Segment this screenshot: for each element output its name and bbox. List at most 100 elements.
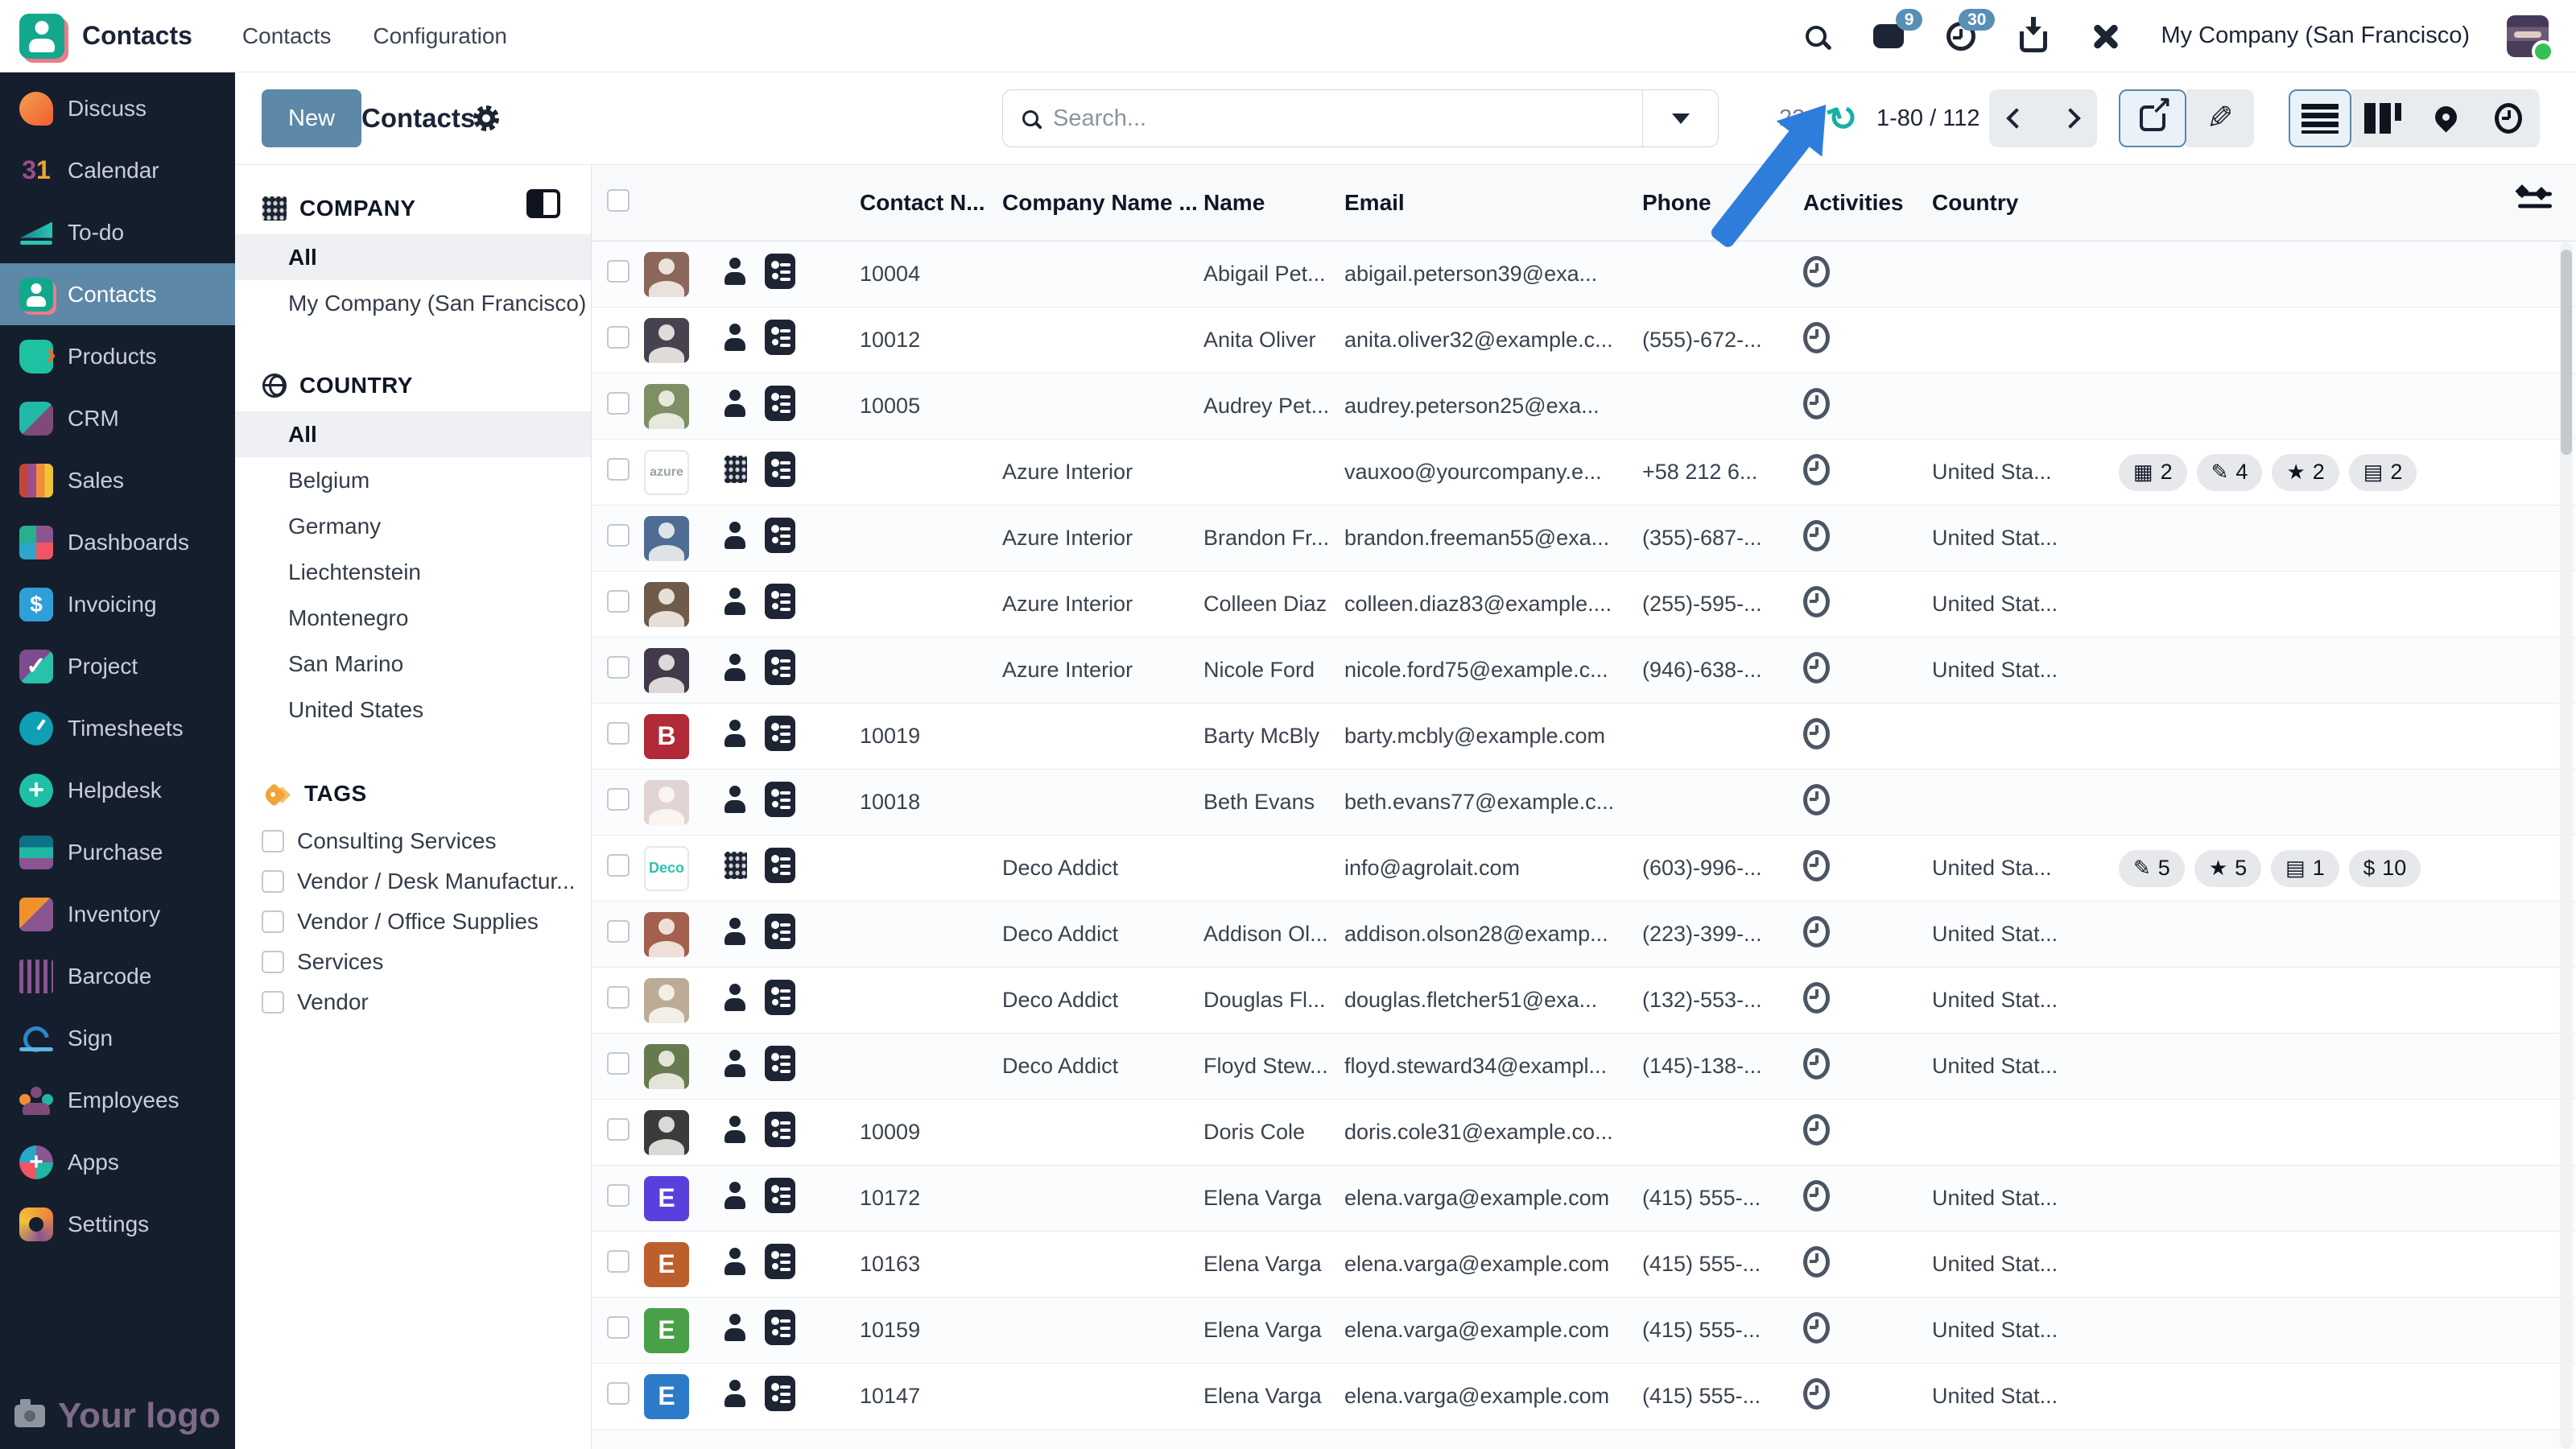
schedule-activity-icon[interactable]: [1803, 1113, 1830, 1146]
activity-view-button[interactable]: [2477, 89, 2540, 147]
schedule-activity-icon[interactable]: [1803, 321, 1830, 353]
sidebar-item-sales[interactable]: Sales: [0, 449, 235, 511]
schedule-activity-icon[interactable]: [1803, 1311, 1830, 1344]
schedule-activity-icon[interactable]: [1803, 1245, 1830, 1278]
menu-configuration[interactable]: Configuration: [373, 23, 507, 48]
search-options-toggle[interactable]: [1642, 90, 1718, 147]
sidebar-item-purchase[interactable]: Purchase: [0, 821, 235, 883]
table-row[interactable]: B 10019 Barty McBly barty.mcbly@example.…: [592, 704, 2576, 770]
install-app-button[interactable]: [2016, 19, 2051, 54]
schedule-activity-icon[interactable]: [1803, 915, 1830, 947]
table-row[interactable]: 10004 Abigail Pet... abigail.peterson39@…: [592, 242, 2576, 308]
filter-country-all[interactable]: All: [235, 411, 591, 457]
map-view-button[interactable]: [2414, 89, 2477, 147]
sidebar-item-apps[interactable]: Apps: [0, 1131, 235, 1193]
row-checkbox[interactable]: [607, 1382, 630, 1405]
filter-country-united-states[interactable]: United States: [288, 696, 424, 722]
tag-filter-vendor-desk-manufacturing[interactable]: Vendor / Desk Manufactur...: [235, 861, 591, 902]
sidebar-item-invoicing[interactable]: Invoicing: [0, 573, 235, 635]
select-all-checkbox[interactable]: [607, 188, 630, 212]
sidebar-item-project[interactable]: Project: [0, 635, 235, 697]
sidebar-item-crm[interactable]: CRM: [0, 387, 235, 449]
user-avatar[interactable]: [2507, 14, 2554, 63]
sidebar-item-helpdesk[interactable]: Helpdesk: [0, 759, 235, 821]
filter-country-belgium[interactable]: Belgium: [288, 467, 370, 493]
sidebar-item-calendar[interactable]: Calendar: [0, 139, 235, 201]
schedule-activity-icon[interactable]: [1803, 1047, 1830, 1080]
row-checkbox[interactable]: [607, 1316, 630, 1339]
filter-country-germany[interactable]: Germany: [288, 513, 382, 539]
scrollbar-thumb[interactable]: [2561, 250, 2572, 455]
schedule-activity-icon[interactable]: [1803, 255, 1830, 287]
table-row[interactable]: Azure Interior Colleen Diaz colleen.diaz…: [592, 572, 2576, 638]
table-row[interactable]: Azure Interior Nicole Ford nicole.ford75…: [592, 638, 2576, 704]
sidebar-item-inventory[interactable]: Inventory: [0, 883, 235, 945]
row-checkbox[interactable]: [607, 986, 630, 1009]
kanban-view-button[interactable]: [2351, 89, 2414, 147]
schedule-activity-icon[interactable]: [1803, 849, 1830, 881]
new-button[interactable]: New: [262, 89, 362, 147]
schedule-activity-icon[interactable]: [1803, 453, 1830, 485]
table-scrollbar[interactable]: [2560, 242, 2573, 1449]
table-row[interactable]: azure Azure Interior vauxoo@yourcompany.…: [592, 440, 2576, 506]
list-view-button[interactable]: [2289, 89, 2351, 147]
table-row[interactable]: E 10163 Elena Varga elena.varga@example.…: [592, 1232, 2576, 1298]
filter-country-liechtenstein[interactable]: Liechtenstein: [288, 559, 422, 584]
search-bar[interactable]: Search...: [1002, 89, 1719, 147]
schedule-activity-icon[interactable]: [1803, 1179, 1830, 1212]
col-country[interactable]: Country: [1932, 190, 2019, 215]
global-search-button[interactable]: [1798, 19, 1834, 54]
row-checkbox[interactable]: [607, 920, 630, 943]
pager-next-button[interactable]: [2043, 89, 2097, 147]
row-checkbox[interactable]: [607, 1184, 630, 1207]
expand-record-button[interactable]: [2119, 89, 2186, 147]
checkbox[interactable]: [262, 830, 284, 852]
table-row[interactable]: Azure Interior Brandon Fr... brandon.fre…: [592, 506, 2576, 572]
tag-filter-vendor-office-supplies[interactable]: Vendor / Office Supplies: [235, 902, 591, 942]
view-settings-button[interactable]: [473, 89, 499, 147]
row-checkbox[interactable]: [607, 722, 630, 745]
col-email[interactable]: Email: [1344, 190, 1405, 215]
table-row[interactable]: 10005 Audrey Pet... audrey.peterson25@ex…: [592, 374, 2576, 440]
table-row[interactable]: 10012 Anita Oliver anita.oliver32@exampl…: [592, 308, 2576, 374]
sidebar-item-employees[interactable]: Employees: [0, 1069, 235, 1131]
row-checkbox[interactable]: [607, 458, 630, 481]
row-checkbox[interactable]: [607, 1250, 630, 1273]
sidebar-item-settings[interactable]: Settings: [0, 1193, 235, 1255]
tag-filter-consulting-services[interactable]: Consulting Services: [235, 821, 591, 861]
col-name[interactable]: Name: [1203, 190, 1265, 215]
row-checkbox[interactable]: [607, 260, 630, 283]
activities-button[interactable]: 30: [1943, 8, 1996, 54]
tag-filter-services[interactable]: Services: [235, 942, 591, 982]
schedule-activity-icon[interactable]: [1803, 651, 1830, 683]
row-checkbox[interactable]: [607, 326, 630, 349]
filter-company-all[interactable]: All: [235, 234, 591, 280]
filter-country-montenegro[interactable]: Montenegro: [288, 605, 409, 630]
table-row[interactable]: Deco Deco Addict info@agrolait.com (603)…: [592, 836, 2576, 902]
table-row[interactable]: 10009 Doris Cole doris.cole31@example.co…: [592, 1100, 2576, 1166]
row-checkbox[interactable]: [607, 788, 630, 811]
sidebar-item-products[interactable]: Products: [0, 325, 235, 387]
sidebar-item-dashboards[interactable]: Dashboards: [0, 511, 235, 573]
table-row[interactable]: Deco Addict Floyd Stew... floyd.steward3…: [592, 1034, 2576, 1100]
table-row[interactable]: E 10147 Elena Varga elena.varga@example.…: [592, 1364, 2576, 1430]
schedule-activity-icon[interactable]: [1803, 519, 1830, 551]
col-activities[interactable]: Activities: [1803, 190, 1904, 215]
schedule-activity-icon[interactable]: [1803, 783, 1830, 815]
auto-refresh-indicator[interactable]: 23s: [1779, 89, 1858, 147]
checkbox[interactable]: [262, 951, 284, 973]
schedule-activity-icon[interactable]: [1803, 585, 1830, 617]
row-checkbox[interactable]: [607, 524, 630, 547]
sidebar-item-barcode[interactable]: Barcode: [0, 945, 235, 1007]
pager-previous-button[interactable]: [1989, 89, 2043, 147]
filter-company-my-company[interactable]: My Company (San Francisco): [288, 290, 587, 316]
row-checkbox[interactable]: [607, 590, 630, 613]
column-options-icon[interactable]: [2518, 188, 2552, 213]
table-row[interactable]: E 10172 Elena Varga elena.varga@example.…: [592, 1166, 2576, 1232]
sidebar-logo[interactable]: Your logo: [0, 1396, 235, 1436]
row-checkbox[interactable]: [607, 1118, 630, 1141]
checkbox[interactable]: [262, 991, 284, 1013]
collapse-panel-icon[interactable]: [526, 189, 560, 218]
table-row[interactable]: 10018 Beth Evans beth.evans77@example.c.…: [592, 770, 2576, 836]
row-checkbox[interactable]: [607, 854, 630, 877]
